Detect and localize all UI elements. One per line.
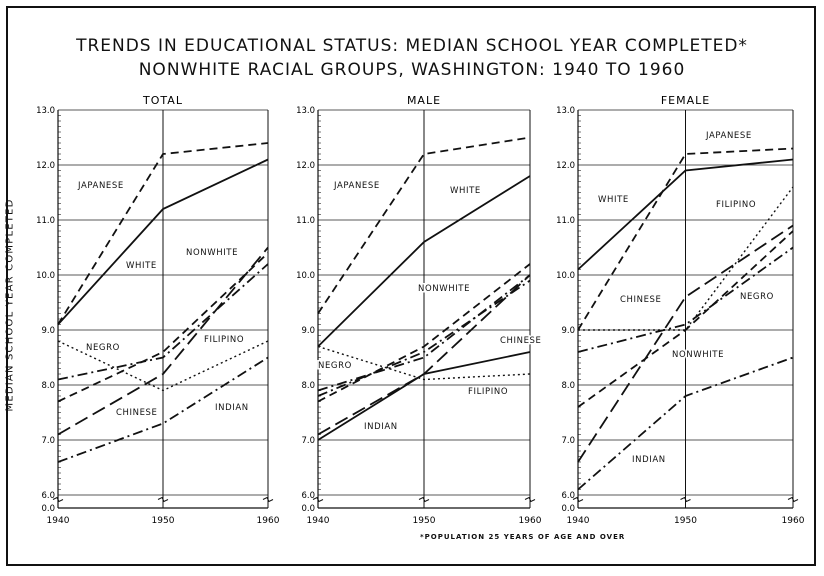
axis-break-mark — [680, 496, 691, 503]
y-tick-label: 6.0 — [561, 491, 575, 501]
y-tick-label: 8.0 — [301, 381, 315, 391]
series-label-chinese: CHINESE — [116, 408, 158, 418]
panel-title: FEMALE — [661, 94, 710, 107]
x-tick-label: 1950 — [152, 516, 175, 526]
y-tick-label: 12.0 — [36, 161, 55, 171]
series-line-japanese — [57, 142, 269, 325]
series-label-chinese: CHINESE — [500, 336, 542, 346]
y-tick-label: 11.0 — [296, 216, 315, 226]
y-tick-label: 9.0 — [301, 326, 315, 336]
y-tick-label: 7.0 — [41, 436, 55, 446]
series-label-filipino: FILIPINO — [716, 200, 756, 210]
series-line-indian — [57, 356, 269, 463]
chart-title-line-1: TRENDS IN EDUCATIONAL STATUS: MEDIAN SCH… — [76, 36, 748, 56]
panel-title: MALE — [407, 94, 441, 107]
x-tick-label: 1940 — [47, 516, 70, 526]
series-label-indian: INDIAN — [215, 403, 249, 413]
y-tick-label: 13.0 — [556, 106, 575, 116]
series-line-filipino — [317, 345, 531, 381]
series-label-japanese: JAPANESE — [705, 131, 752, 141]
series-line-white — [317, 175, 531, 348]
series-label-indian: INDIAN — [364, 422, 398, 432]
axis-break-mark — [418, 496, 430, 503]
series-line-negro — [57, 263, 269, 381]
series-line-chinese — [577, 224, 794, 463]
series-label-white: WHITE — [126, 261, 157, 271]
y-tick-label: 8.0 — [41, 381, 55, 391]
series-label-negro: NEGRO — [318, 361, 352, 371]
series-line-nonwhite — [317, 263, 531, 403]
y-tick-label: 12.0 — [556, 161, 575, 171]
axis-break-mark — [312, 496, 324, 503]
series-label-japanese: JAPANESE — [77, 181, 124, 191]
axis-break-mark — [262, 496, 274, 503]
series-line-filipino — [578, 186, 794, 331]
x-tick-label: 1950 — [413, 516, 436, 526]
series-label-indian: INDIAN — [632, 455, 666, 465]
x-tick-label: 1940 — [567, 516, 590, 526]
series-label-negro: NEGRO — [740, 292, 774, 302]
chart-frame — [6, 6, 816, 566]
y-tick-label-zero: 0.0 — [561, 504, 575, 514]
series-line-japanese — [577, 147, 794, 331]
axis-break-mark — [52, 496, 64, 503]
x-tick-label: 1960 — [519, 516, 542, 526]
chart-title-line-2: NONWHITE RACIAL GROUPS, WASHINGTON: 1940… — [138, 60, 686, 80]
x-tick-label: 1940 — [307, 516, 330, 526]
series-line-white — [577, 158, 794, 271]
series-label-chinese: CHINESE — [620, 295, 662, 305]
y-tick-label: 13.0 — [36, 106, 55, 116]
series-label-filipino: FILIPINO — [468, 387, 508, 397]
y-tick-label-zero: 0.0 — [301, 504, 315, 514]
y-tick-label: 10.0 — [556, 271, 575, 281]
series-line-indian — [577, 356, 794, 491]
y-tick-label: 11.0 — [556, 216, 575, 226]
x-tick-label: 1950 — [674, 516, 697, 526]
panel-title: TOTAL — [142, 94, 183, 107]
y-tick-label: 10.0 — [36, 271, 55, 281]
series-label-white: WHITE — [598, 195, 629, 205]
series-line-nonwhite — [57, 252, 269, 403]
x-tick-label: 1960 — [257, 516, 280, 526]
series-line-chinese — [57, 246, 269, 436]
chart-panel-total: TOTAL 13.0 12.0 11.0 10.0 9.0 8.0 7.0 6.0 0.0 1940… — [36, 94, 280, 526]
series-label-nonwhite: NONWHITE — [186, 248, 238, 258]
chart-panel-male: MALE 13.0 12.0 11.0 10.0 9.0 8.0 7.0 6.0 0.0 1940 1… — [296, 94, 542, 526]
axis-break-mark — [157, 496, 169, 503]
y-tick-label: 7.0 — [301, 436, 315, 446]
y-tick-label: 9.0 — [561, 326, 575, 336]
axis-break-mark — [524, 496, 536, 503]
series-line-chinese — [317, 279, 531, 397]
y-tick-label: 9.0 — [41, 326, 55, 336]
y-tick-label: 10.0 — [296, 271, 315, 281]
y-tick-label: 7.0 — [561, 436, 575, 446]
y-tick-label: 8.0 — [561, 381, 575, 391]
footnote: *POPULATION 25 YEARS OF AGE AND OVER — [420, 533, 626, 541]
series-line-nonwhite — [577, 230, 794, 408]
series-label-negro: NEGRO — [86, 343, 120, 353]
axis-break-mark — [787, 496, 799, 503]
series-line-negro — [317, 274, 531, 392]
series-line-japanese — [317, 136, 531, 314]
series-line-filipino — [57, 340, 269, 392]
x-tick-label: 1960 — [782, 516, 805, 526]
series-label-filipino: FILIPINO — [204, 335, 244, 345]
series-line-white — [57, 158, 269, 326]
y-tick-label: 6.0 — [301, 491, 315, 501]
series-label-nonwhite: NONWHITE — [672, 350, 724, 360]
y-tick-label: 12.0 — [296, 161, 315, 171]
axis-break-mark — [572, 496, 584, 503]
y-tick-label: 6.0 — [41, 491, 55, 501]
series-label-nonwhite: NONWHITE — [418, 284, 470, 294]
series-line-unlabeled — [317, 274, 531, 436]
y-tick-label-zero: 0.0 — [41, 504, 55, 514]
series-label-japanese: JAPANESE — [333, 181, 380, 191]
chart-panel-female: FEMALE 13.0 12.0 11.0 10.0 9.0 8.0 7.0 6.0 0.0 194… — [556, 94, 805, 526]
y-tick-label: 11.0 — [36, 216, 55, 226]
y-tick-label: 13.0 — [296, 106, 315, 116]
series-label-white: WHITE — [450, 186, 481, 196]
